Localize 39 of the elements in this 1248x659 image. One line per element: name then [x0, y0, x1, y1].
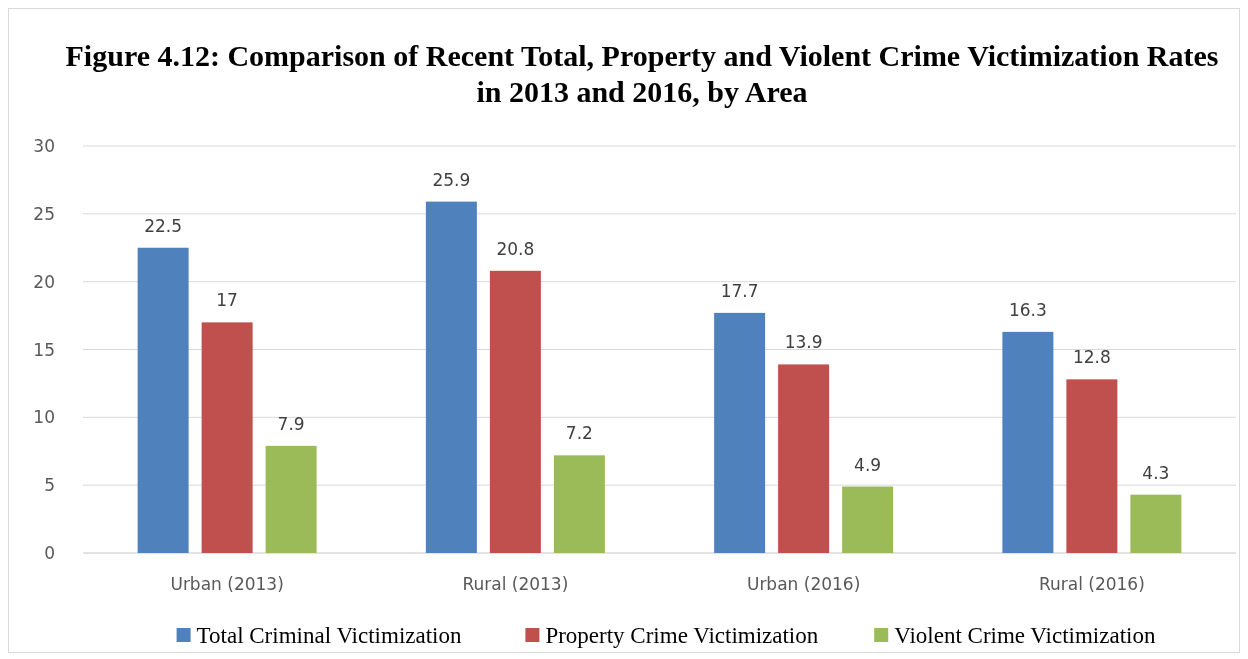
bar	[553, 455, 605, 553]
y-tick-label: 5	[44, 475, 55, 496]
data-label: 20.8	[496, 238, 535, 259]
chart-title: Figure 4.12: Comparison of Recent Total, Property and Violent Crime Victimization Rates in 2013 and 2016, by Area	[65, 39, 1219, 108]
x-tick-label: Urban (2013)	[170, 574, 284, 594]
data-label: 4.3	[1142, 462, 1170, 483]
x-tick-label: Urban (2016)	[746, 574, 861, 594]
data-label: 7.2	[565, 423, 593, 444]
data-label: 7.9	[277, 413, 305, 434]
x-tick-label: Rural (2016)	[1038, 574, 1145, 594]
data-label: 25.9	[432, 169, 471, 190]
y-tick-label: 20	[33, 271, 55, 292]
data-label: 12.8	[1072, 347, 1111, 368]
legend-label: Violent Crime Victimization	[894, 623, 1156, 648]
bar	[489, 270, 541, 553]
bar	[425, 201, 477, 553]
data-label: 17.7	[720, 280, 759, 301]
data-label: 22.5	[144, 215, 183, 236]
y-tick-label: 25	[33, 203, 55, 224]
bar	[201, 322, 253, 553]
data-label: 17	[216, 290, 238, 311]
bar	[1066, 379, 1118, 553]
y-tick-label: 0	[44, 543, 55, 563]
data-label: 16.3	[1008, 299, 1047, 320]
bar	[265, 445, 317, 553]
bar	[137, 247, 189, 553]
y-tick-label: 10	[33, 407, 55, 428]
bar	[778, 364, 830, 553]
y-tick-label: 15	[33, 339, 55, 360]
bar	[1002, 331, 1054, 553]
x-tick-label: Rural (2013)	[462, 574, 569, 594]
data-label: 4.9	[854, 454, 882, 475]
y-tick-label: 30	[33, 136, 55, 156]
bar	[842, 486, 894, 553]
bar	[1130, 494, 1182, 553]
legend-label: Property Crime Victimization	[545, 623, 819, 648]
legend-label: Total Criminal Victimization	[196, 623, 462, 648]
data-label: 13.9	[784, 332, 823, 353]
bar	[714, 312, 766, 553]
